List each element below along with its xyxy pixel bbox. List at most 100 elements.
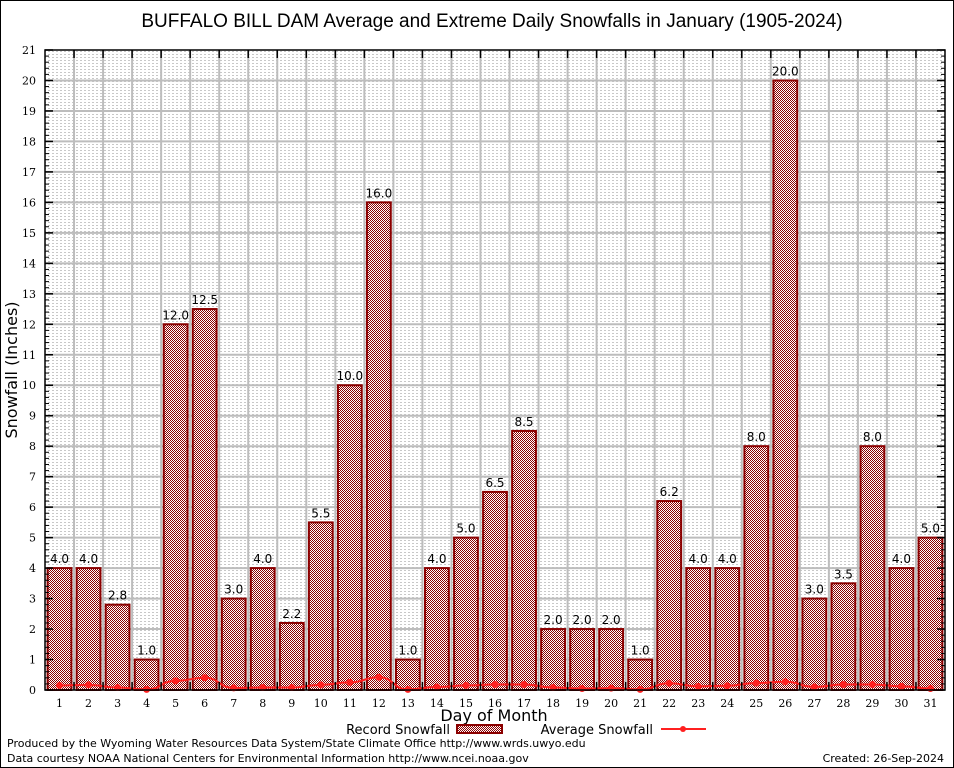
legend-average-marker: [680, 726, 686, 732]
x-tick-label: 28: [836, 697, 850, 710]
x-tick-label: 11: [343, 697, 357, 710]
x-tick-label: 25: [749, 697, 763, 710]
y-tick-label: 10: [22, 379, 36, 392]
y-tick-label: 21: [22, 44, 36, 57]
average-line: [56, 673, 934, 693]
x-tick-label: 29: [865, 697, 879, 710]
x-tick-label: 24: [720, 697, 734, 710]
record-bar: [859, 445, 886, 692]
x-tick-label: 13: [401, 697, 415, 710]
legend: Record Snowfall Average Snowfall: [346, 723, 706, 738]
x-tick-label: 10: [314, 697, 328, 710]
bar-value-label: 2.0: [544, 613, 563, 627]
bar-value-label: 4.0: [79, 552, 98, 566]
bar-value-label: 3.5: [834, 567, 853, 581]
record-bar: [278, 621, 305, 692]
average-point: [897, 682, 905, 690]
y-tick-label: 18: [22, 135, 36, 148]
average-point: [433, 683, 441, 691]
x-tick-label: 4: [143, 697, 150, 710]
bar-value-label: 6.5: [485, 476, 504, 490]
record-bar: [743, 445, 770, 692]
x-tick-label: 15: [459, 697, 473, 710]
bar-value-label: 5.0: [456, 522, 475, 536]
average-point: [578, 684, 586, 692]
x-tick-label: 9: [288, 697, 295, 710]
x-tick-label: 27: [807, 697, 821, 710]
record-bar: [133, 658, 160, 691]
y-tick-label: 13: [22, 288, 36, 301]
y-tick-label: 2: [29, 623, 36, 636]
bar-value-label: 5.0: [921, 522, 940, 536]
y-tick-label: 3: [29, 593, 36, 606]
record-bar: [104, 603, 131, 692]
average-point: [172, 677, 180, 685]
record-bar: [830, 582, 857, 691]
record-bar: [598, 628, 625, 691]
bar-value-label: 2.8: [108, 589, 127, 603]
x-tick-label: 1: [56, 697, 63, 710]
footer-data-courtesy: Data courtesy NOAA National Centers for …: [7, 752, 529, 765]
bar-value-label: 1.0: [398, 644, 417, 658]
record-bar: [482, 490, 508, 691]
average-point: [810, 683, 818, 691]
x-tick-label: 17: [517, 697, 531, 710]
record-bar: [801, 597, 828, 691]
x-tick-label: 20: [604, 697, 618, 710]
average-point: [723, 682, 731, 690]
bar-value-label: 2.0: [573, 613, 592, 627]
x-tick-label: 31: [923, 697, 937, 710]
x-tick-label: 7: [230, 697, 237, 710]
y-tick-label: 8: [29, 440, 36, 453]
average-point: [665, 679, 673, 687]
record-bar: [249, 567, 276, 691]
bar-value-label: 6.2: [660, 485, 679, 499]
record-bar: [540, 628, 566, 691]
y-tick-label: 1: [29, 654, 36, 667]
record-bar: [424, 567, 450, 691]
x-tick-label: 23: [691, 697, 705, 710]
legend-average-label: Average Snowfall: [541, 723, 653, 738]
average-point: [346, 678, 354, 686]
x-tick-label: 19: [575, 697, 589, 710]
bar-value-labels: 4.0 4.0 2.8 1.0 12.012.5 3.0 4.0 2.2 5.5 10.0 16.0…: [50, 64, 940, 657]
bar-value-label: 12.5: [191, 293, 218, 307]
average-point: [839, 681, 847, 689]
record-bar: [714, 567, 741, 691]
record-bar: [511, 429, 537, 691]
bar-value-label: 1.0: [137, 644, 156, 658]
footer-created-date: Created: 26-Sep-2024: [823, 752, 944, 765]
bar-value-label: 4.0: [689, 552, 708, 566]
y-tick-label: 0: [29, 684, 36, 697]
y-tick-label: 4: [29, 562, 36, 575]
bar-value-label: 3.0: [224, 583, 243, 597]
x-tick-label: 21: [633, 697, 647, 710]
record-bar: [220, 597, 247, 691]
average-point: [781, 678, 789, 686]
x-tick-label: 12: [372, 697, 386, 710]
average-point: [868, 681, 876, 689]
legend-record-swatch: [456, 724, 503, 734]
y-tick-label: 16: [22, 196, 36, 209]
legend-record-label: Record Snowfall: [346, 723, 450, 738]
bar-value-label: 2.2: [282, 607, 301, 621]
bar-value-label: 4.0: [253, 552, 272, 566]
bar-value-label: 10.0: [336, 369, 363, 383]
record-bar: [336, 384, 363, 691]
footer-produced-by: Produced by the Wyoming Water Resources …: [7, 737, 586, 750]
y-axis-label: Snowfall (Inches): [2, 301, 21, 438]
x-tick-label: 14: [430, 697, 444, 710]
y-tick-label: 14: [22, 257, 36, 270]
record-bar: [917, 536, 944, 691]
record-bar: [395, 658, 421, 691]
y-tick-label: 12: [22, 318, 36, 331]
x-tick-label: 26: [778, 697, 792, 710]
average-point: [491, 681, 499, 689]
bar-value-label: 8.0: [747, 430, 766, 444]
bar-value-label: 20.0: [772, 64, 799, 78]
average-point: [752, 679, 760, 687]
y-tick-label: 7: [29, 471, 36, 484]
average-point: [694, 682, 702, 690]
record-bar: [772, 79, 799, 691]
